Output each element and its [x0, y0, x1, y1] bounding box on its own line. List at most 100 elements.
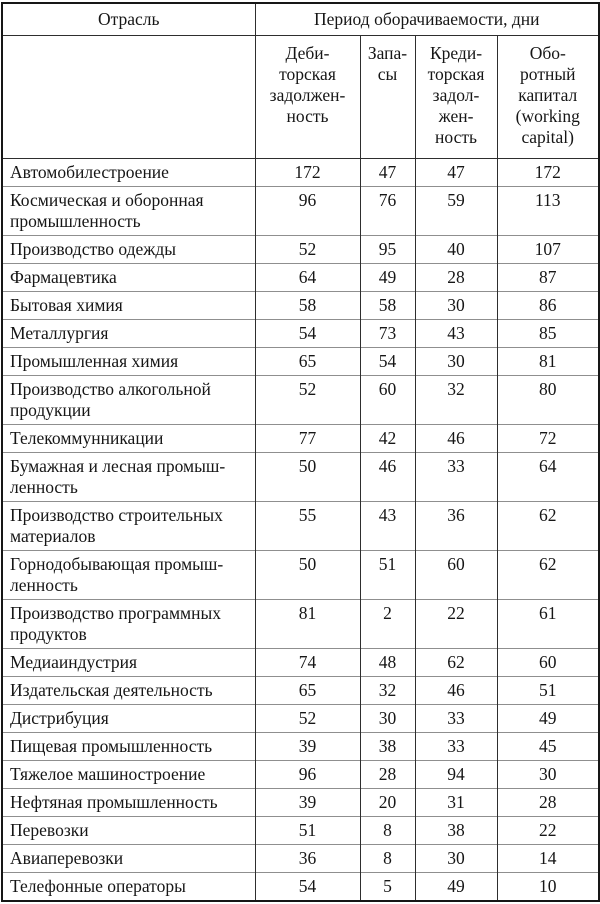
value-cell: 80	[496, 375, 600, 425]
value-cell: 30	[359, 704, 416, 733]
column-header-working-capital: Обо- ротный капитал (working capital)	[496, 35, 600, 159]
industry-cell: Горнодобывающая промыш- ленность	[1, 550, 256, 600]
value-cell: 22	[414, 599, 498, 649]
table-row: Производство строительных материалов 55 43…	[1, 501, 600, 551]
industry-cell: Телекоммунникации	[1, 424, 256, 453]
industry-cell: Бытовая химия	[1, 291, 256, 320]
value-cell: 107	[496, 235, 600, 264]
value-cell: 45	[496, 732, 600, 761]
value-cell: 51	[496, 676, 600, 705]
value-cell: 60	[414, 550, 498, 600]
value-cell: 38	[414, 816, 498, 845]
value-cell: 8	[359, 844, 416, 873]
value-cell: 30	[414, 291, 498, 320]
table-row: Издательская деятельность 65 32 46 51	[1, 676, 600, 705]
industry-cell: Перевозки	[1, 816, 256, 845]
value-cell: 51	[359, 550, 416, 600]
table-row: Авиаперевозки 36 8 30 14	[1, 844, 600, 873]
value-cell: 60	[359, 375, 416, 425]
value-cell: 39	[254, 788, 361, 817]
value-cell: 58	[359, 291, 416, 320]
value-cell: 86	[496, 291, 600, 320]
value-cell: 22	[496, 816, 600, 845]
value-cell: 51	[254, 816, 361, 845]
value-cell: 58	[254, 291, 361, 320]
value-cell: 20	[359, 788, 416, 817]
value-cell: 28	[496, 788, 600, 817]
industry-column-header: Отрасль	[1, 2, 256, 36]
value-cell: 76	[359, 186, 416, 236]
industry-cell: Промышленная химия	[1, 347, 256, 376]
value-cell: 59	[414, 186, 498, 236]
industry-cell: Телефонные операторы	[1, 872, 256, 901]
table-row: Горнодобывающая промыш- ленность 50 51 60 62	[1, 550, 600, 600]
value-cell: 52	[254, 704, 361, 733]
value-cell: 30	[414, 347, 498, 376]
value-cell: 28	[414, 263, 498, 292]
value-cell: 87	[496, 263, 600, 292]
value-cell: 54	[254, 872, 361, 901]
value-cell: 64	[496, 452, 600, 502]
value-cell: 62	[496, 550, 600, 600]
value-cell: 36	[254, 844, 361, 873]
value-cell: 8	[359, 816, 416, 845]
value-cell: 73	[359, 319, 416, 348]
industry-cell: Нефтяная промышленность	[1, 788, 256, 817]
value-cell: 96	[254, 760, 361, 789]
value-cell: 30	[414, 844, 498, 873]
industry-cell: Космическая и оборонная промышленность	[1, 186, 256, 236]
value-cell: 28	[359, 760, 416, 789]
value-cell: 172	[254, 158, 361, 187]
column-header-inventory: Запа- сы	[359, 35, 416, 159]
value-cell: 46	[414, 676, 498, 705]
value-cell: 62	[414, 648, 498, 677]
table-row: Нефтяная промышленность 39 20 31 28	[1, 788, 600, 817]
value-cell: 95	[359, 235, 416, 264]
industry-cell: Тяжелое машиностроение	[1, 760, 256, 789]
table-row: Пищевая промышленность 39 38 33 45	[1, 732, 600, 761]
value-cell: 94	[414, 760, 498, 789]
table-row: Бытовая химия 58 58 30 86	[1, 291, 600, 320]
value-cell: 30	[496, 760, 600, 789]
column-header-receivables: Деби- торская задолжен- ность	[254, 35, 361, 159]
value-cell: 42	[359, 424, 416, 453]
value-cell: 49	[359, 263, 416, 292]
table-row: Металлургия 54 73 43 85	[1, 319, 600, 348]
table-header: Отрасль Период оборачиваемости, дни Деби…	[1, 2, 600, 159]
value-cell: 172	[496, 158, 600, 187]
value-cell: 47	[359, 158, 416, 187]
value-cell: 72	[496, 424, 600, 453]
industry-cell: Производство одежды	[1, 235, 256, 264]
table-row: Фармацевтика 64 49 28 87	[1, 263, 600, 292]
value-cell: 31	[414, 788, 498, 817]
value-cell: 61	[496, 599, 600, 649]
value-cell: 5	[359, 872, 416, 901]
value-cell: 96	[254, 186, 361, 236]
value-cell: 33	[414, 732, 498, 761]
industry-cell: Бумажная и лесная промыш- ленность	[1, 452, 256, 502]
table-row: Производство алкогольной продукции 52 60 32…	[1, 375, 600, 425]
value-cell: 74	[254, 648, 361, 677]
table-row: Дистрибуция 52 30 33 49	[1, 704, 600, 733]
table-body: Автомобилестроение 172 47 47 172 Космическая …	[1, 158, 600, 901]
value-cell: 65	[254, 347, 361, 376]
value-cell: 54	[254, 319, 361, 348]
value-cell: 54	[359, 347, 416, 376]
value-cell: 10	[496, 872, 600, 901]
value-cell: 40	[414, 235, 498, 264]
industry-cell: Производство алкогольной продукции	[1, 375, 256, 425]
turnover-group-header: Период оборачиваемости, дни	[254, 2, 600, 36]
industry-cell: Дистрибуция	[1, 704, 256, 733]
industry-cell: Пищевая промышленность	[1, 732, 256, 761]
table-row: Перевозки 51 8 38 22	[1, 816, 600, 845]
value-cell: 62	[496, 501, 600, 551]
value-cell: 33	[414, 452, 498, 502]
table-row: Тяжелое машиностроение 96 28 94 30	[1, 760, 600, 789]
column-header-payables: Креди- торская задол- жен- ность	[414, 35, 498, 159]
table-row: Телефонные операторы 54 5 49 10	[1, 872, 600, 901]
value-cell: 81	[496, 347, 600, 376]
value-cell: 38	[359, 732, 416, 761]
value-cell: 46	[359, 452, 416, 502]
value-cell: 43	[359, 501, 416, 551]
